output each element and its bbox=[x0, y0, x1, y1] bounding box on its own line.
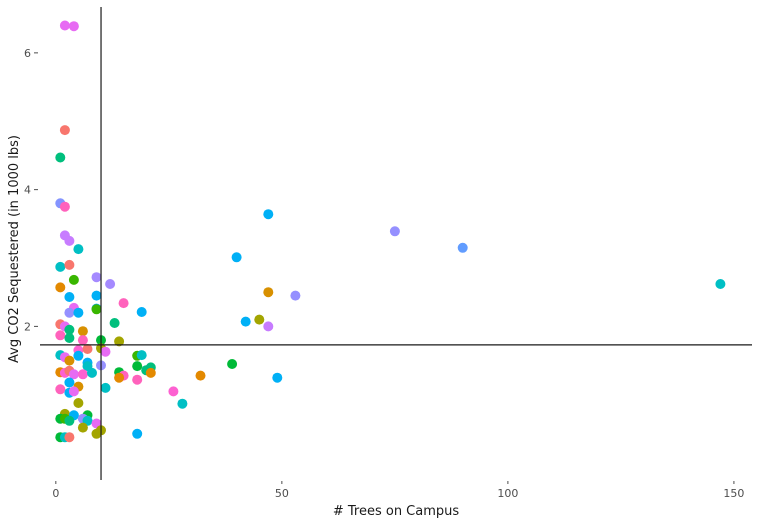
x-tick-label-150: 150 bbox=[723, 487, 744, 500]
x-tick-label-100: 100 bbox=[497, 487, 518, 500]
data-point-91 bbox=[263, 287, 274, 298]
data-point-62 bbox=[132, 374, 143, 385]
data-point-24 bbox=[109, 318, 120, 328]
data-point-5 bbox=[59, 201, 70, 212]
data-point-93 bbox=[240, 316, 251, 327]
data-point-60 bbox=[195, 370, 206, 381]
data-point-22 bbox=[91, 304, 102, 315]
x-tick-label-0: 0 bbox=[52, 487, 59, 500]
data-point-63 bbox=[64, 377, 75, 388]
data-point-52 bbox=[68, 369, 79, 380]
x-axis-ticks: 0 50 100 150 bbox=[52, 481, 744, 500]
data-point-98 bbox=[715, 279, 726, 289]
points-layer bbox=[55, 20, 726, 443]
data-point-85 bbox=[132, 428, 143, 439]
data-point-41 bbox=[73, 350, 84, 361]
data-point-40 bbox=[64, 355, 75, 366]
data-point-20 bbox=[73, 307, 84, 318]
data-point-36 bbox=[82, 344, 93, 354]
data-point-19 bbox=[64, 307, 75, 318]
data-point-97 bbox=[457, 242, 468, 253]
data-point-15 bbox=[64, 292, 75, 302]
data-point-8 bbox=[73, 244, 84, 255]
data-point-69 bbox=[168, 386, 179, 397]
y-tick-label-4: 4 bbox=[24, 184, 31, 197]
data-point-2 bbox=[59, 125, 70, 136]
data-point-37 bbox=[100, 346, 111, 357]
data-point-89 bbox=[231, 252, 242, 263]
data-point-31 bbox=[77, 335, 88, 346]
data-point-68 bbox=[100, 382, 111, 393]
data-point-12 bbox=[68, 274, 79, 285]
data-point-17 bbox=[118, 298, 129, 309]
data-point-82 bbox=[77, 422, 88, 433]
data-point-59 bbox=[145, 367, 156, 378]
data-point-29 bbox=[55, 330, 66, 341]
data-point-67 bbox=[68, 386, 79, 397]
data-point-13 bbox=[105, 279, 116, 289]
data-point-88 bbox=[64, 432, 75, 443]
data-point-72 bbox=[177, 398, 188, 409]
data-point-28 bbox=[77, 326, 88, 337]
data-point-11 bbox=[91, 272, 102, 283]
data-point-16 bbox=[91, 290, 102, 301]
data-point-9 bbox=[55, 261, 66, 272]
data-point-0 bbox=[59, 20, 70, 31]
data-point-23 bbox=[136, 307, 147, 317]
data-point-53 bbox=[77, 369, 88, 380]
x-tick-label-50: 50 bbox=[275, 487, 289, 500]
data-point-14 bbox=[55, 282, 66, 293]
y-tick-label-2: 2 bbox=[24, 320, 31, 333]
data-point-30 bbox=[64, 333, 75, 343]
data-point-90 bbox=[263, 209, 274, 220]
data-point-7 bbox=[64, 235, 75, 246]
data-point-54 bbox=[87, 367, 97, 378]
x-axis-title: # Trees on Campus bbox=[333, 504, 460, 519]
data-point-10 bbox=[64, 259, 75, 270]
data-point-43 bbox=[136, 350, 147, 361]
data-point-94 bbox=[254, 314, 265, 325]
data-point-84 bbox=[91, 428, 102, 439]
y-tick-label-6: 6 bbox=[24, 47, 31, 60]
data-point-92 bbox=[290, 290, 301, 301]
data-point-1 bbox=[68, 21, 79, 32]
data-point-71 bbox=[73, 398, 84, 408]
y-axis-title: Avg CO2 Sequestered (in 1000 lbs) bbox=[7, 135, 22, 363]
data-point-3 bbox=[55, 152, 66, 163]
data-point-33 bbox=[114, 336, 125, 347]
data-point-47 bbox=[132, 361, 143, 372]
y-axis-ticks: 2 4 6 bbox=[24, 47, 38, 333]
data-point-27 bbox=[64, 324, 75, 335]
data-point-95 bbox=[263, 321, 274, 332]
data-point-70 bbox=[272, 372, 283, 383]
data-point-78 bbox=[64, 415, 75, 426]
data-point-65 bbox=[55, 384, 66, 395]
data-point-57 bbox=[114, 372, 125, 383]
data-point-61 bbox=[227, 359, 238, 369]
data-point-96 bbox=[389, 226, 400, 237]
